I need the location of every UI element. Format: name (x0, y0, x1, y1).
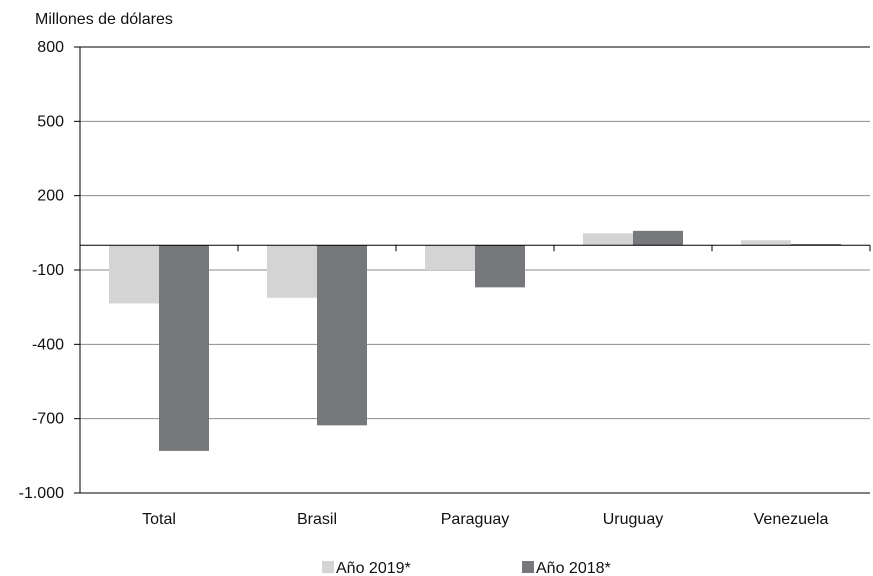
y-axis-unit-label: Millones de dólares (35, 11, 173, 28)
bar (583, 233, 633, 246)
bar (791, 243, 841, 246)
legend-swatch (522, 561, 534, 573)
bars (109, 230, 841, 451)
axes (74, 46, 871, 494)
bar (159, 245, 209, 451)
legend-swatch (322, 561, 334, 573)
legend-label: Año 2018* (536, 560, 611, 576)
y-tick-label: -700 (32, 411, 64, 428)
x-tick-label: Total (142, 511, 176, 528)
y-tick-label: 500 (37, 113, 64, 130)
y-tick-label: -400 (32, 336, 64, 353)
bar (741, 240, 791, 246)
bar (317, 245, 367, 426)
bar (425, 245, 475, 270)
axis-labels: 800 500 200 -100 -400 -700 -1.000 Total Brasil Pa… (19, 39, 829, 528)
x-tick-label: Brasil (297, 511, 337, 528)
x-tick-label: Uruguay (603, 511, 663, 528)
bar (633, 230, 683, 246)
bar (475, 245, 525, 288)
y-tick-label: -100 (32, 262, 64, 279)
x-tick-label: Paraguay (441, 511, 510, 528)
x-tick-label: Venezuela (754, 511, 829, 528)
y-tick-label: 800 (37, 39, 64, 56)
bar (109, 245, 159, 304)
legend: Año 2019* Año 2018* (322, 560, 611, 576)
y-tick-label: -1.000 (19, 485, 64, 502)
bar (267, 245, 317, 298)
y-tick-label: 200 (37, 188, 64, 205)
legend-label: Año 2019* (336, 560, 411, 576)
